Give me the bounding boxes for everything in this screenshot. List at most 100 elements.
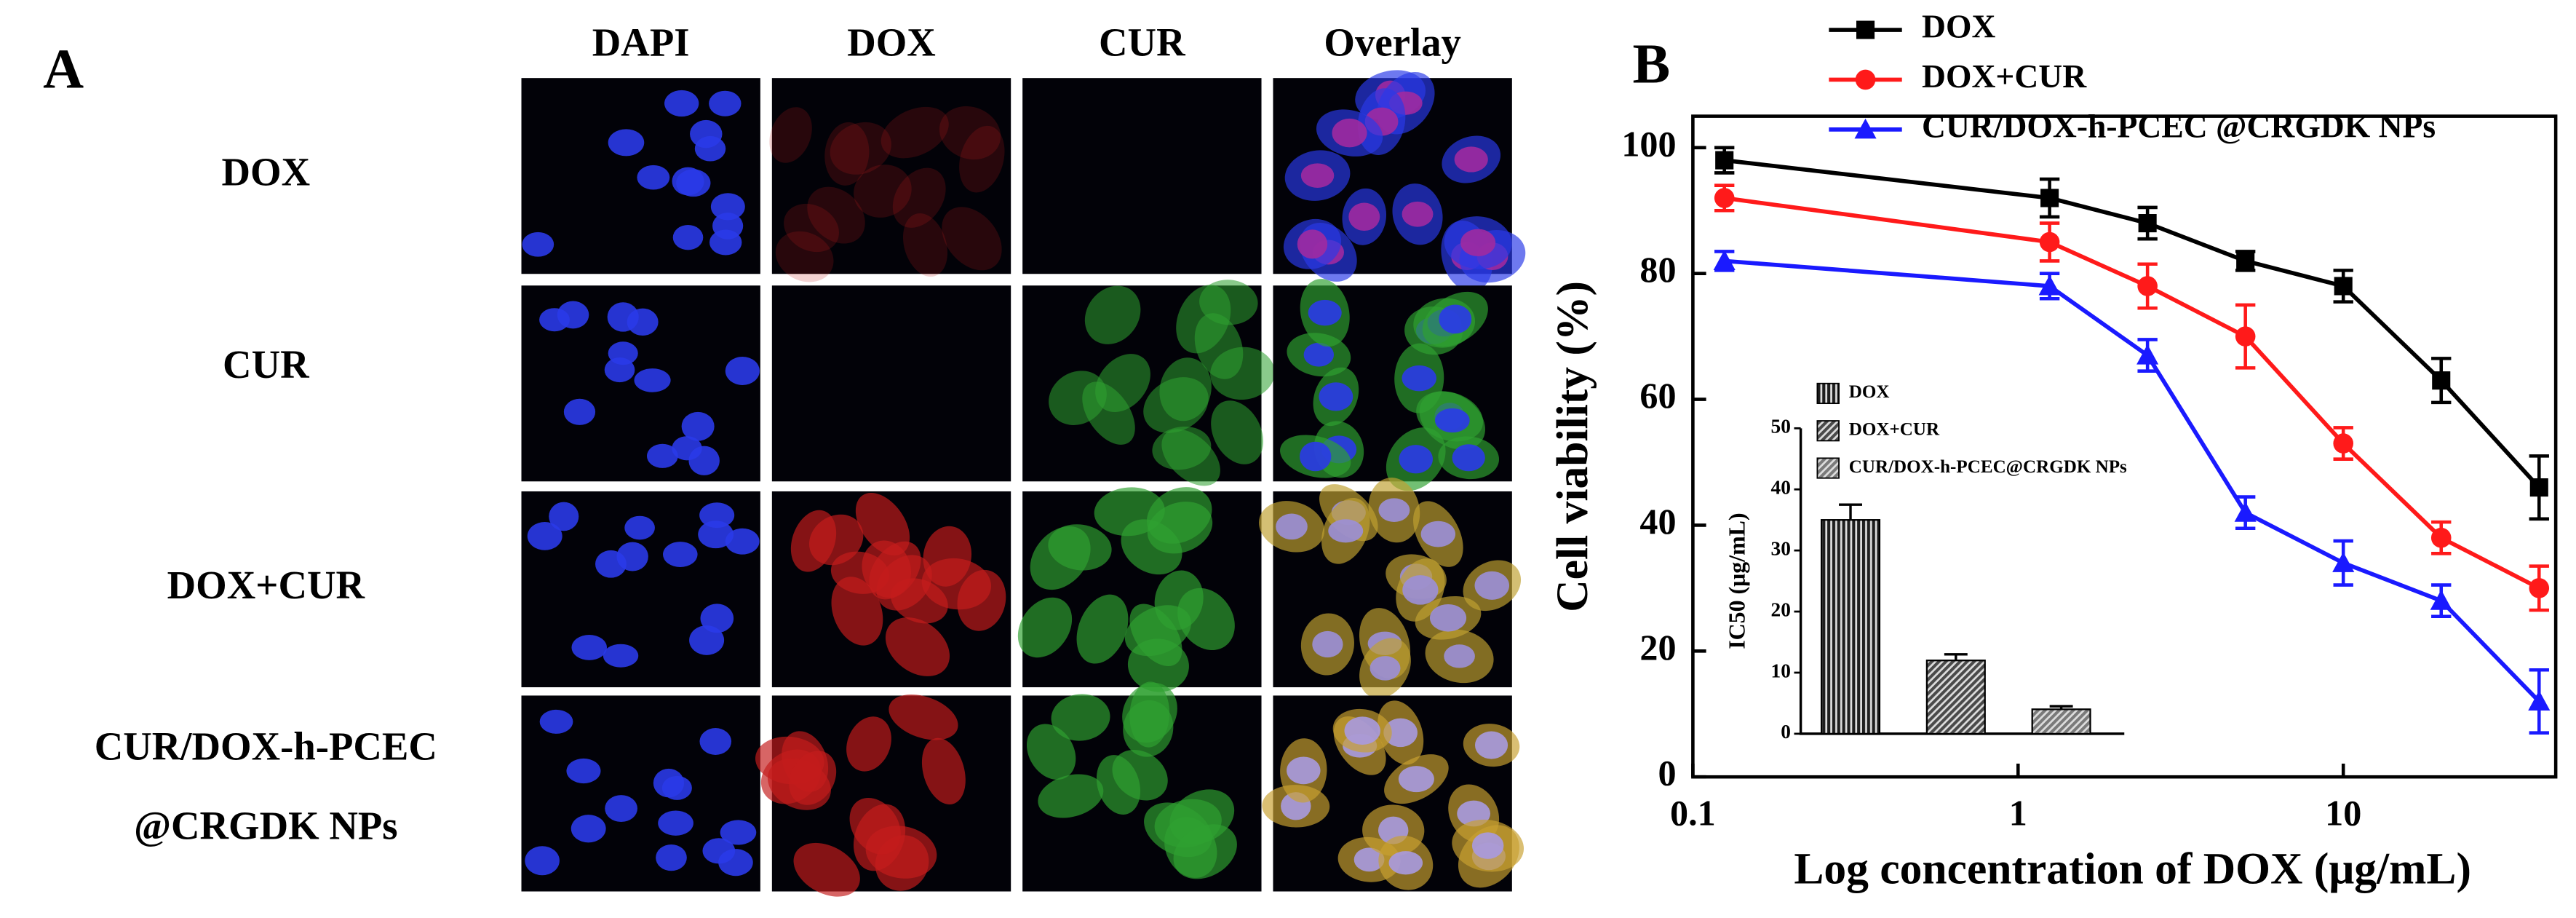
nucleus	[676, 169, 711, 197]
x-tick-label: 10	[2325, 792, 2361, 833]
y-tick-label: 50	[1771, 416, 1791, 438]
nucleus	[1383, 718, 1418, 748]
x-tick-label: 1	[2009, 792, 2027, 833]
nucleus	[718, 849, 753, 877]
row-label: DOX	[222, 149, 311, 194]
y-tick-label: 40	[1639, 501, 1676, 542]
cell	[1112, 750, 1168, 801]
nucleus	[607, 302, 639, 332]
plot-frame	[1691, 114, 2558, 779]
y-tick-label: 0	[1658, 753, 1677, 794]
nucleus	[1398, 766, 1434, 793]
error-bar	[1944, 653, 1968, 661]
nucleus	[1300, 163, 1335, 188]
marker	[1855, 69, 1876, 90]
legend-swatch	[1816, 382, 1840, 405]
legend-swatch	[1816, 457, 1840, 479]
cell	[1211, 400, 1264, 464]
nucleus	[522, 232, 554, 257]
nucleus	[710, 193, 745, 221]
nucleus	[1420, 521, 1456, 547]
marker	[1713, 250, 1736, 270]
nucleus	[1388, 851, 1423, 875]
nucleus	[624, 515, 655, 540]
cell	[769, 107, 812, 163]
nucleus	[1460, 229, 1496, 257]
row-label: CUR	[223, 342, 309, 387]
cell	[939, 106, 1001, 160]
cell	[942, 207, 1002, 271]
nucleus	[688, 446, 720, 475]
y-tick-label: 30	[1771, 537, 1791, 559]
nucleus	[656, 844, 687, 871]
nucleus	[566, 758, 601, 784]
marker	[2040, 189, 2059, 207]
x-axis-label: Log concentration of DOX (μg/mL)	[1794, 844, 2471, 894]
cell	[1146, 487, 1212, 544]
nucleus	[605, 795, 637, 823]
bar	[2031, 708, 2091, 735]
marker	[2136, 344, 2159, 365]
y-tick-label: 20	[1771, 598, 1791, 620]
marker	[2332, 552, 2355, 572]
legend-label: CUR/DOX-h-PCEC @CRGDK NPs	[1922, 107, 2436, 144]
nucleus	[694, 135, 726, 162]
marker	[2138, 214, 2157, 233]
cell	[1051, 694, 1110, 741]
nucleus	[663, 542, 698, 567]
cell	[1123, 700, 1174, 757]
error-bar	[1839, 503, 1862, 521]
y-tick-label: 0	[1781, 721, 1791, 743]
nucleus	[1471, 832, 1504, 859]
marker	[1854, 118, 1877, 139]
bar	[1925, 660, 1986, 735]
nucleus	[539, 709, 573, 734]
marker	[2529, 478, 2548, 497]
cell	[849, 797, 901, 855]
column-header: Overlay	[1324, 20, 1460, 64]
nucleus	[1399, 445, 1433, 474]
panel-label: B	[1633, 33, 1671, 95]
nucleus	[608, 129, 645, 157]
marker	[2038, 274, 2061, 296]
nucleus	[527, 521, 562, 550]
nucleus	[1378, 498, 1410, 522]
cell	[957, 569, 1006, 631]
nucleus	[658, 810, 693, 836]
y-tick-label: 20	[1639, 627, 1676, 668]
cell	[790, 510, 837, 572]
cell	[1094, 487, 1165, 537]
cell	[824, 122, 870, 186]
cell	[1154, 570, 1204, 630]
nucleus	[1348, 202, 1380, 232]
marker	[2432, 371, 2451, 390]
marker	[1715, 151, 1734, 170]
cell	[1173, 824, 1237, 879]
nucleus	[1435, 408, 1470, 433]
nucleus	[1297, 229, 1328, 259]
legend-swatch	[1816, 420, 1840, 442]
nucleus	[637, 165, 670, 190]
nucleus	[571, 815, 606, 843]
nucleus	[1370, 656, 1401, 681]
micrograph-tile	[771, 78, 1011, 274]
cell	[1199, 280, 1258, 325]
row-label: DOX+CUR	[167, 563, 365, 607]
nucleus	[646, 443, 678, 468]
column-header: DAPI	[592, 20, 690, 64]
nucleus	[549, 502, 579, 531]
cell	[959, 125, 1005, 193]
error-bar	[2049, 705, 2073, 710]
marker	[2430, 527, 2452, 548]
nucleus	[563, 398, 596, 425]
nucleus	[1402, 201, 1434, 227]
nucleus	[525, 846, 560, 876]
nucleus	[1299, 441, 1332, 472]
nucleus	[681, 411, 715, 441]
cell	[923, 526, 972, 587]
nucleus	[720, 820, 757, 845]
marker	[2234, 502, 2257, 522]
cell	[846, 716, 891, 772]
marker	[1856, 20, 1875, 39]
